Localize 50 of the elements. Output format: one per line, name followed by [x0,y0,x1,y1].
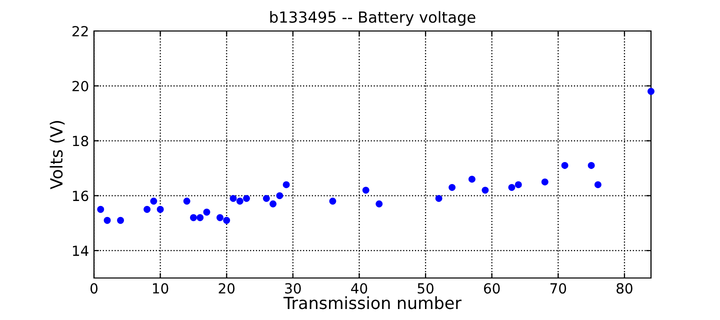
x-tick-label: 0 [90,283,98,294]
point [448,184,456,191]
point [183,198,190,205]
point [196,214,204,222]
y-axis-title: Volts (V) [50,121,65,190]
point [588,162,595,169]
point [144,206,151,213]
x-tick-label: 30 [285,283,301,294]
point [156,206,164,213]
point [190,214,197,222]
point [561,162,568,169]
point [435,194,442,202]
x-tick-label: 70 [550,283,566,294]
point [216,214,224,222]
x-tick-label: 10 [153,283,168,294]
x-tick-label: 80 [616,283,632,294]
point [468,176,476,183]
point [376,200,383,208]
x-tick-label: 40 [351,283,368,294]
x-tick-label: 50 [418,283,434,294]
chart-title: b133495 -- Battery voltage [270,11,476,26]
point [362,186,370,194]
point [236,198,244,205]
y-tick-label: 22 [72,26,88,36]
x-axis-title: Transmission number [283,296,462,310]
point [482,186,489,194]
point [203,208,210,216]
point [594,181,602,188]
point [243,194,250,202]
x-tick-label: 60 [484,283,500,294]
point [508,184,516,191]
point [104,216,111,224]
point [329,198,336,205]
point [541,178,548,186]
y-tick-label: 16 [72,190,88,202]
y-tick-label: 20 [72,80,88,92]
point [270,200,277,208]
point [97,206,104,213]
point [230,194,237,202]
point [276,192,284,200]
point [223,216,230,224]
point [282,181,290,188]
y-tick-label: 14 [72,246,88,256]
point [514,181,522,188]
y-tick-label: 18 [72,136,88,146]
point [150,198,158,205]
point [117,216,124,224]
x-tick-label: 20 [218,283,235,294]
point [262,194,270,202]
point [648,88,654,95]
